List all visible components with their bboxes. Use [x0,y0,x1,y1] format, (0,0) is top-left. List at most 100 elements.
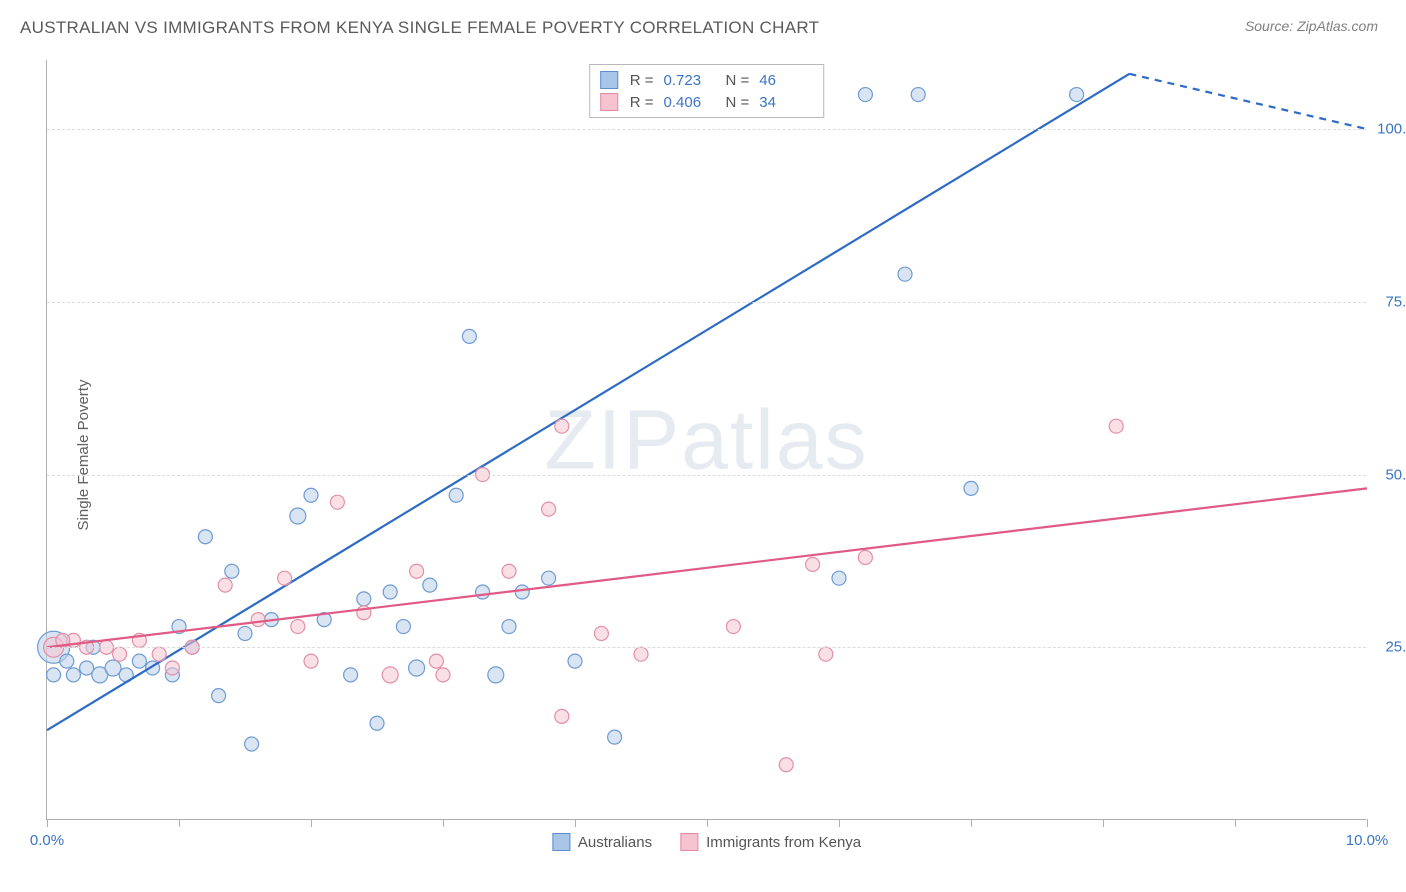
data-point [1070,88,1084,102]
data-point [858,550,872,564]
data-point [225,564,239,578]
data-point [542,571,556,585]
data-point [330,495,344,509]
legend-R-value: 0.723 [664,72,714,89]
data-point [218,578,232,592]
data-point [291,620,305,634]
data-point [47,668,61,682]
data-point [608,730,622,744]
x-tick [1367,819,1368,827]
data-point [515,585,529,599]
legend-item: Australians [552,833,652,851]
x-tick-label: 10.0% [1346,832,1389,849]
y-tick-label: 100.0% [1377,121,1406,138]
x-tick [971,819,972,827]
data-point [132,654,146,668]
data-point [278,571,292,585]
data-point [429,654,443,668]
scatter-svg [47,60,1366,819]
y-tick-label: 75.0% [1385,293,1406,310]
legend-item: Immigrants from Kenya [680,833,861,851]
data-point [634,647,648,661]
data-point [113,647,127,661]
data-point [245,737,259,751]
data-point [858,88,872,102]
legend-R-label: R = [630,72,654,89]
data-point [357,592,371,606]
data-point [370,716,384,730]
y-tick-label: 50.0% [1385,466,1406,483]
data-point [290,508,306,524]
data-point [542,502,556,516]
data-point [594,626,608,640]
data-point [105,660,121,676]
data-point [152,647,166,661]
chart-container: Single Female Poverty ZIPatlas R =0.723N… [46,60,1386,850]
data-point [198,530,212,544]
data-point [396,620,410,634]
legend-stat-row: R = 0.723 N = 46 [600,69,810,91]
legend-R-value: 0.406 [664,94,714,111]
data-point [410,564,424,578]
legend-N-value: 46 [759,72,809,89]
data-point [304,654,318,668]
series-legend: Australians Immigrants from Kenya [552,833,861,851]
data-point [555,709,569,723]
data-point [238,626,252,640]
gridline [47,475,1366,476]
legend-N-value: 34 [759,94,809,111]
plot-area: ZIPatlas R =0.723N =46R =0.406N =34 Aust… [46,60,1366,820]
data-point [423,578,437,592]
data-point [66,668,80,682]
data-point [462,329,476,343]
x-tick [311,819,312,827]
data-point [409,660,425,676]
correlation-legend: R = 0.723 N = 46 R = 0.406 N = 34 [589,64,825,118]
data-point [726,620,740,634]
data-point [251,613,265,627]
gridline [47,647,1366,648]
legend-item-label: Immigrants from Kenya [706,834,861,851]
x-tick [839,819,840,827]
data-point [898,267,912,281]
data-point [832,571,846,585]
data-point [344,668,358,682]
data-point [819,647,833,661]
data-point [476,585,490,599]
data-point [436,668,450,682]
data-point [449,488,463,502]
legend-item-label: Australians [578,834,652,851]
x-tick [1103,819,1104,827]
x-tick [575,819,576,827]
data-point [779,758,793,772]
x-tick [47,819,48,827]
legend-R-label: R = [630,94,654,111]
source-attribution: Source: ZipAtlas.com [1245,18,1378,34]
data-point [806,557,820,571]
legend-swatch-icon [600,71,618,89]
legend-N-label: N = [726,94,750,111]
gridline [47,129,1366,130]
x-tick [1235,819,1236,827]
data-point [304,488,318,502]
chart-title: AUSTRALIAN VS IMMIGRANTS FROM KENYA SING… [20,18,819,38]
x-tick [179,819,180,827]
data-point [964,481,978,495]
legend-swatch-icon [600,93,618,111]
data-point [488,667,504,683]
data-point [383,585,397,599]
legend-N-label: N = [726,72,750,89]
data-point [165,661,179,675]
data-point [1109,419,1123,433]
trend-line [47,74,1129,730]
data-point [382,667,398,683]
gridline [47,302,1366,303]
legend-stat-row: R = 0.406 N = 34 [600,91,810,113]
data-point [502,564,516,578]
data-point [911,88,925,102]
data-point [502,620,516,634]
data-point [60,654,74,668]
trend-line [47,488,1367,647]
y-tick-label: 25.0% [1385,639,1406,656]
trend-line-dashed [1129,74,1367,129]
